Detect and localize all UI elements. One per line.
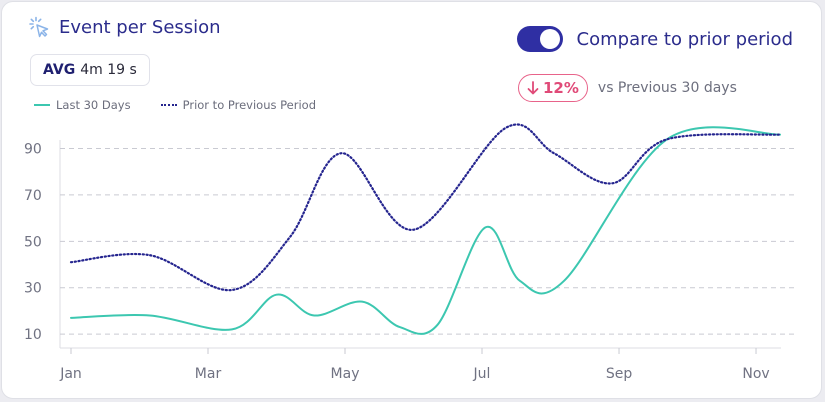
legend-swatch-solid (34, 104, 50, 106)
legend-swatch-dotted (160, 104, 177, 106)
y-tick-label: 30 (24, 281, 42, 297)
compare-toggle-row: Compare to prior period (516, 26, 793, 52)
chart-legend: Last 30 Days Prior to Previous Period (34, 98, 316, 112)
legend-item-prior[interactable]: Prior to Previous Period (160, 98, 316, 112)
legend-label-prior: Prior to Previous Period (182, 98, 316, 112)
y-tick-label: 90 (24, 142, 42, 158)
cursor-click-icon (29, 16, 49, 38)
y-tick-label: 10 (24, 327, 42, 343)
title-row: Event per Session (28, 16, 221, 38)
series-line-last-30-days (70, 126, 781, 335)
y-tick-label: 50 (24, 234, 42, 250)
y-tick-label: 70 (24, 188, 42, 204)
arrow-down-icon (527, 81, 539, 95)
x-tick-label: Jan (59, 366, 82, 382)
chart-title: Event per Session (59, 16, 221, 38)
x-tick-label: Jul (473, 366, 491, 382)
legend-item-current[interactable]: Last 30 Days (34, 98, 131, 112)
compare-toggle[interactable] (516, 26, 563, 52)
compare-label: Compare to prior period (576, 28, 793, 50)
delta-description: vs Previous 30 days (597, 80, 737, 96)
delta-row: 12% vs Previous 30 days (518, 74, 737, 102)
avg-value: 4m 19 s (80, 62, 137, 78)
x-tick-label: May (331, 366, 360, 382)
delta-value: 12% (543, 79, 579, 97)
delta-badge: 12% (518, 74, 588, 102)
x-tick-label: Sep (606, 366, 633, 382)
x-tick-label: Mar (195, 366, 222, 382)
x-tick-label: Nov (742, 366, 769, 382)
average-summary: AVG 4m 19 s (30, 54, 150, 86)
series-line-prior-period (69, 123, 782, 292)
avg-label: AVG (43, 62, 76, 78)
toggle-knob (539, 29, 560, 49)
legend-label-current: Last 30 Days (56, 98, 131, 112)
